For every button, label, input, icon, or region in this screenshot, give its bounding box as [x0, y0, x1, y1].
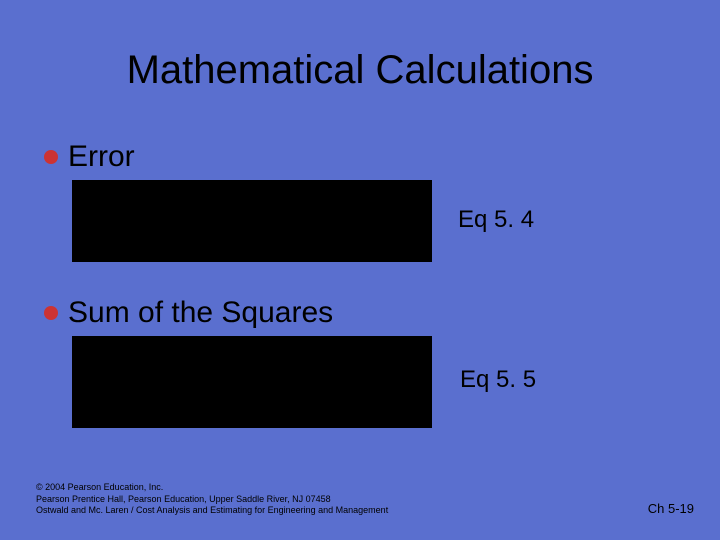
bullet-error: Error — [44, 140, 135, 174]
bullet-dot-icon — [44, 306, 58, 320]
footer-line: © 2004 Pearson Education, Inc. — [36, 482, 388, 493]
bullet-text: Error — [68, 140, 135, 174]
bullet-sum-of-squares: Sum of the Squares — [44, 296, 333, 330]
bullet-text: Sum of the Squares — [68, 296, 333, 330]
footer-line: Ostwald and Mc. Laren / Cost Analysis an… — [36, 505, 388, 516]
equation-label-1: Eq 5. 4 — [458, 206, 534, 234]
page-number: Ch 5-19 — [648, 501, 694, 516]
equation-label-2: Eq 5. 5 — [460, 366, 536, 394]
equation-box-2 — [72, 336, 432, 428]
copyright-footer: © 2004 Pearson Education, Inc. Pearson P… — [36, 482, 388, 516]
slide: Mathematical Calculations Error Eq 5. 4 … — [0, 0, 720, 540]
equation-box-1 — [72, 180, 432, 262]
slide-title: Mathematical Calculations — [0, 48, 720, 93]
footer-line: Pearson Prentice Hall, Pearson Education… — [36, 494, 388, 505]
bullet-dot-icon — [44, 150, 58, 164]
